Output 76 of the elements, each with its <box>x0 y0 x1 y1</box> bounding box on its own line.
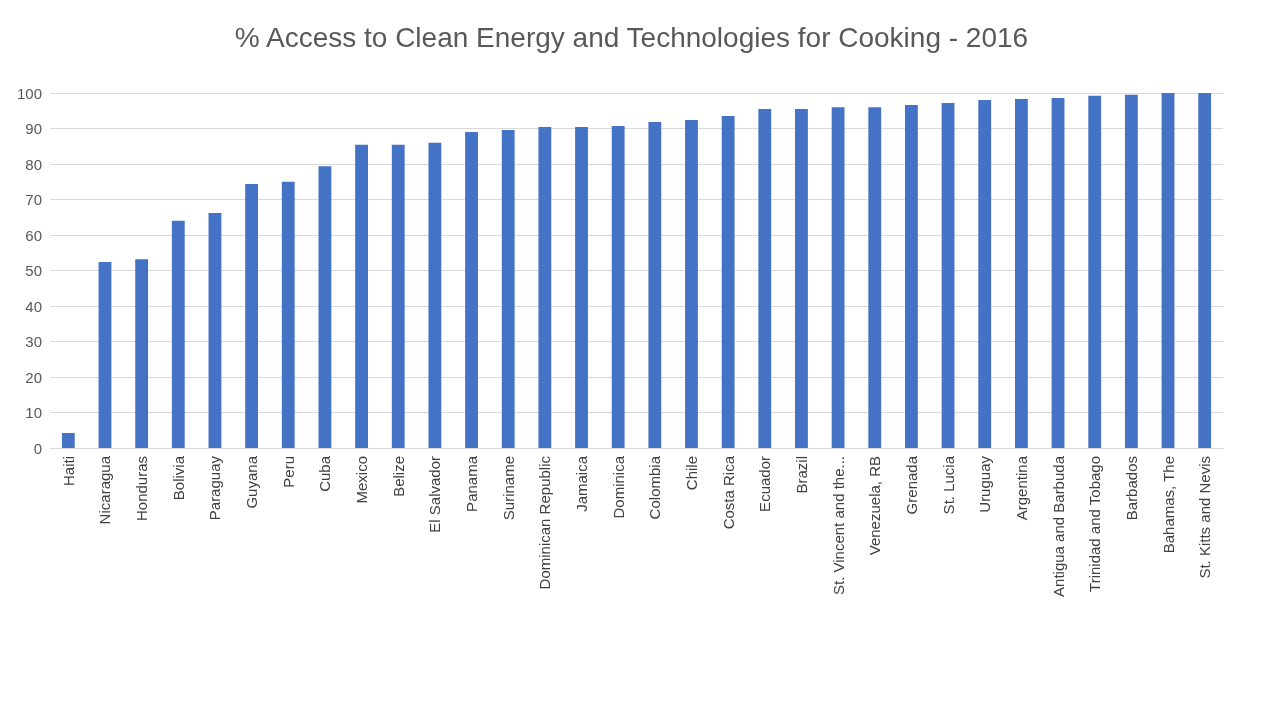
x-tick-label: Venezuela, RB <box>866 456 884 556</box>
y-tick-label: 70 <box>25 191 42 208</box>
bar <box>171 220 185 448</box>
x-tick-label: Panama <box>463 455 481 512</box>
y-tick-label: 80 <box>25 155 42 173</box>
x-tick-label: Paraguay <box>206 455 224 521</box>
y-tick-label: 50 <box>25 262 42 279</box>
x-tick-label: Chile <box>682 456 700 491</box>
x-tick-label: Brazil <box>792 456 810 494</box>
bar <box>355 144 368 448</box>
chart-title: % Access to Clean Energy and Technologies for Cooking - 2016 <box>234 21 1029 53</box>
y-tick-label: 10 <box>25 404 42 421</box>
x-tick-label: Nicaragua <box>96 455 114 525</box>
bar <box>428 142 442 448</box>
bar <box>831 107 845 448</box>
bar <box>941 102 955 448</box>
x-tick-label: Bahamas, The <box>1159 456 1177 554</box>
x-tick-label: Haiti <box>59 456 77 487</box>
bar <box>905 105 918 448</box>
x-tick-label: Colombia <box>646 455 664 520</box>
y-tick-label: 0 <box>33 439 42 457</box>
bar <box>318 166 332 448</box>
x-tick-label: El Salvador <box>426 456 444 533</box>
y-tick-label: 90 <box>25 120 42 137</box>
bar <box>538 127 552 448</box>
bar <box>575 127 588 448</box>
y-tick-label: 100 <box>16 84 42 102</box>
bar <box>978 100 992 448</box>
bar <box>795 108 808 448</box>
bar <box>391 144 405 448</box>
bar <box>281 181 295 448</box>
x-tick-label: Antigua and Barbuda <box>1049 455 1067 597</box>
x-tick-label: Bolivia <box>169 455 187 501</box>
bar <box>685 119 698 448</box>
x-tick-label: Uruguay <box>976 455 994 513</box>
bar <box>1124 94 1138 448</box>
bar <box>135 259 149 448</box>
x-tick-label: Cuba <box>316 455 334 492</box>
bar <box>758 108 772 448</box>
x-tick-label: Suriname <box>499 456 517 521</box>
y-tick-label: 60 <box>25 226 42 244</box>
y-tick-label: 40 <box>25 297 42 315</box>
y-tick-label: 20 <box>25 368 42 386</box>
bar <box>721 116 735 448</box>
x-tick-label: St. Lucia <box>939 455 957 515</box>
y-tick-label: 30 <box>25 333 42 350</box>
x-tick-label: Dominican Republic <box>536 455 554 590</box>
bar <box>611 126 625 448</box>
bar <box>208 212 222 448</box>
x-tick-label: Guyana <box>243 455 261 509</box>
bar <box>1088 95 1102 448</box>
x-tick-label: Ecuador <box>756 456 774 512</box>
x-tick-label: Costa Rica <box>719 455 737 530</box>
x-tick-label: Mexico <box>353 456 371 504</box>
x-tick-label: St. Vincent and the... <box>829 456 847 595</box>
x-tick-label: Jamaica <box>573 455 591 512</box>
bar <box>1161 93 1175 448</box>
x-tick-label: Peru <box>279 456 297 488</box>
x-tick-label: Belize <box>389 456 407 497</box>
bar <box>648 122 662 448</box>
bar <box>61 433 75 448</box>
x-tick-label: Grenada <box>902 455 920 515</box>
x-tick-label: Honduras <box>133 456 151 522</box>
bar <box>1014 99 1028 448</box>
x-tick-label: St. Kitts and Nevis <box>1196 456 1214 579</box>
bar <box>1051 97 1065 448</box>
bar <box>98 261 112 448</box>
bar <box>501 129 515 448</box>
x-tick-label: Trinidad and Tobago <box>1086 456 1104 592</box>
x-tick-label: Barbados <box>1122 456 1140 521</box>
bar <box>868 107 882 448</box>
bar <box>245 183 259 448</box>
bar <box>465 132 478 448</box>
bar <box>1198 93 1212 448</box>
x-tick-label: Argentina <box>1012 455 1030 521</box>
x-tick-label: Dominica <box>609 455 627 519</box>
